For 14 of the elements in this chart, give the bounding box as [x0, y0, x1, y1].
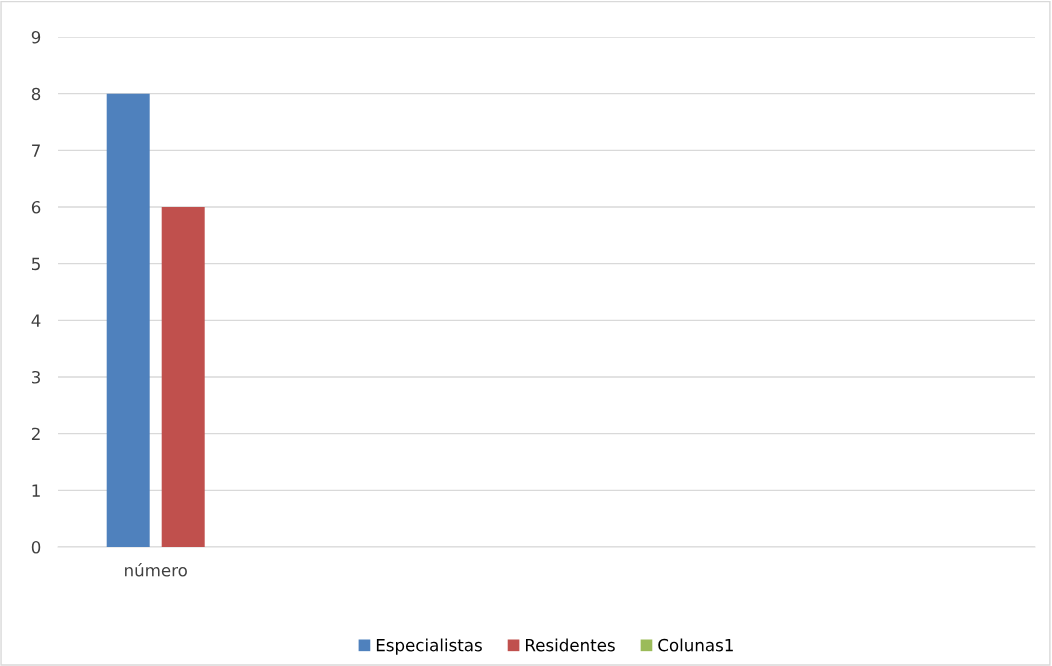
y-tick-label: 3	[32, 370, 40, 384]
y-tick-label: 6	[31, 200, 41, 214]
y-tick-label: 4	[31, 314, 41, 327]
y-tick-label: 9	[31, 30, 41, 44]
legend-label: Especialistas	[376, 638, 482, 655]
legend-label: Colunas1	[658, 638, 733, 652]
legend-label: Residentes	[526, 638, 615, 652]
y-tick-label: 5	[32, 257, 40, 271]
y-tick-label: 2	[31, 427, 40, 440]
x-tick-label: número	[125, 563, 187, 577]
y-tick-label: 0	[31, 540, 41, 554]
y-tick-label: 7	[32, 144, 40, 157]
y-tick-label: 1	[32, 484, 40, 497]
y-tick-label: 8	[31, 87, 41, 101]
